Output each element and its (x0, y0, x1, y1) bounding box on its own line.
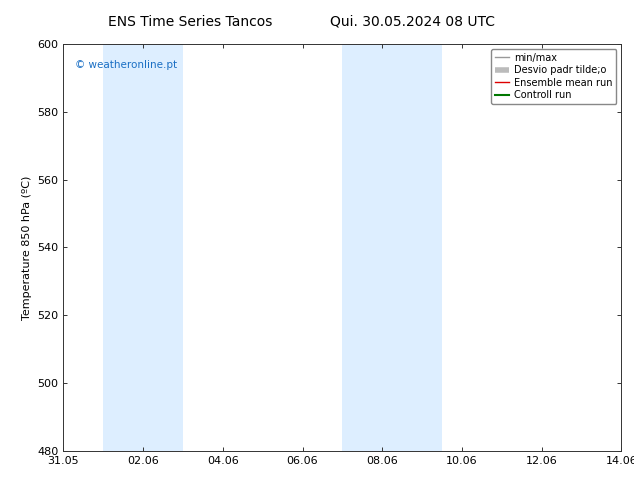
Legend: min/max, Desvio padr tilde;o, Ensemble mean run, Controll run: min/max, Desvio padr tilde;o, Ensemble m… (491, 49, 616, 104)
Text: ENS Time Series Tancos: ENS Time Series Tancos (108, 15, 273, 29)
Text: © weatheronline.pt: © weatheronline.pt (75, 60, 177, 71)
Bar (342, 44, 442, 451)
Y-axis label: Temperature 850 hPa (ºC): Temperature 850 hPa (ºC) (22, 175, 32, 319)
Bar (103, 44, 183, 451)
Text: Qui. 30.05.2024 08 UTC: Qui. 30.05.2024 08 UTC (330, 15, 495, 29)
